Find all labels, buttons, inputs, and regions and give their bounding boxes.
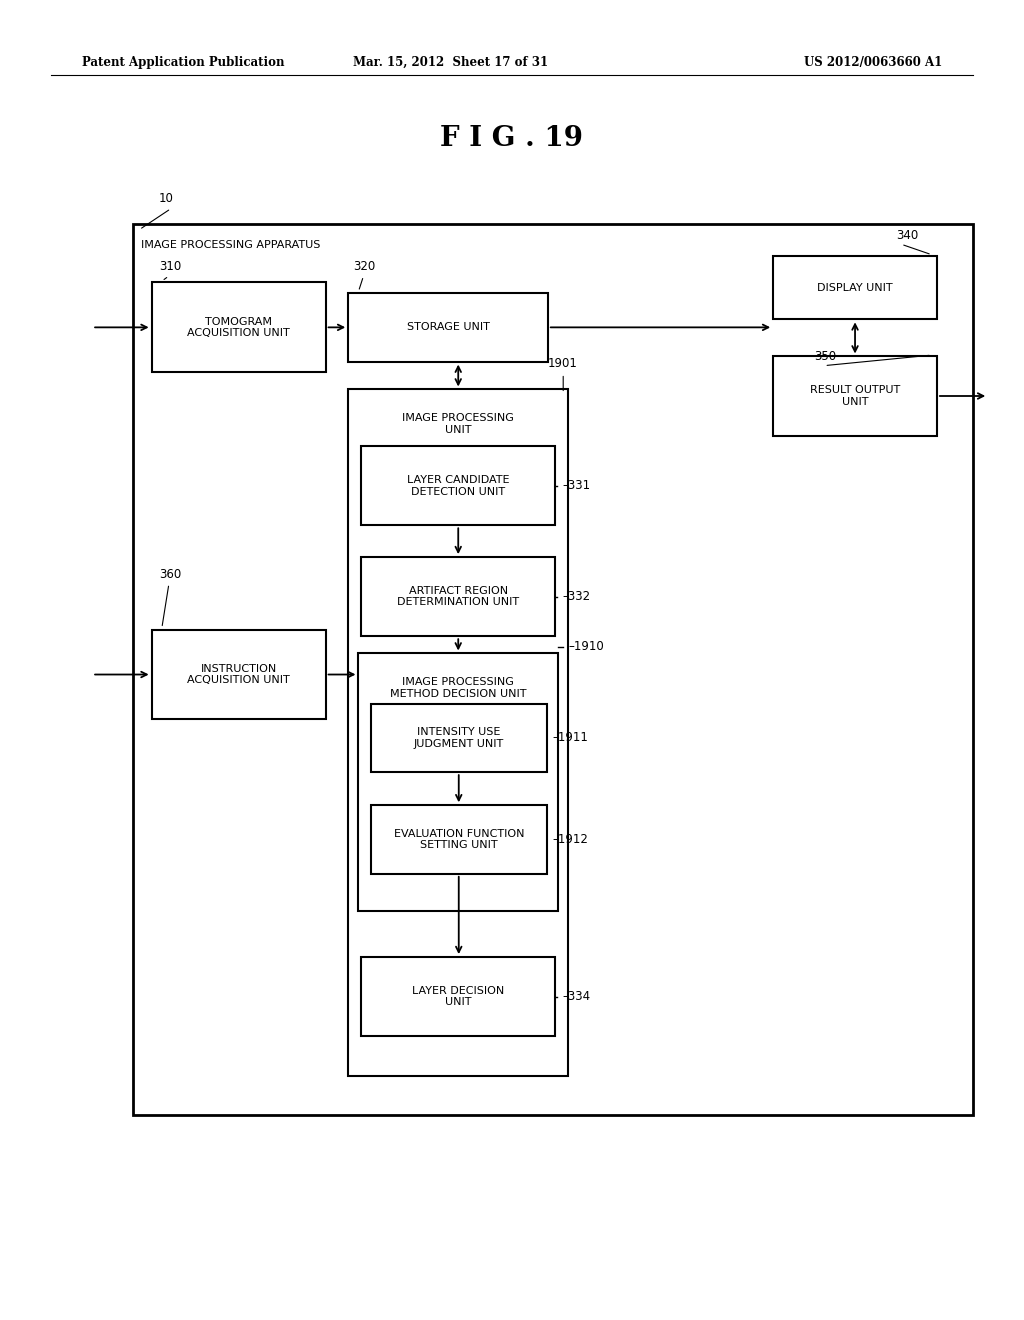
Text: INSTRUCTION
ACQUISITION UNIT: INSTRUCTION ACQUISITION UNIT [187, 664, 290, 685]
Text: 10: 10 [159, 191, 174, 205]
Bar [361, 446, 555, 525]
Text: LAYER CANDIDATE
DETECTION UNIT: LAYER CANDIDATE DETECTION UNIT [407, 475, 510, 496]
Bar [348, 389, 568, 1076]
Text: STORAGE UNIT: STORAGE UNIT [407, 322, 489, 333]
Bar [361, 557, 555, 636]
Bar [358, 653, 558, 911]
Text: LAYER DECISION
UNIT: LAYER DECISION UNIT [412, 986, 505, 1007]
Bar [152, 630, 326, 719]
Text: 320: 320 [353, 260, 376, 273]
Text: INTENSITY USE
JUDGMENT UNIT: INTENSITY USE JUDGMENT UNIT [414, 727, 504, 748]
Text: DISPLAY UNIT: DISPLAY UNIT [817, 282, 893, 293]
Text: IMAGE PROCESSING
METHOD DECISION UNIT: IMAGE PROCESSING METHOD DECISION UNIT [390, 677, 526, 698]
Text: 350: 350 [814, 350, 837, 363]
Bar [773, 356, 937, 436]
Text: IMAGE PROCESSING APPARATUS: IMAGE PROCESSING APPARATUS [141, 240, 321, 251]
Bar [152, 282, 326, 372]
Text: 310: 310 [159, 260, 181, 273]
Text: TOMOGRAM
ACQUISITION UNIT: TOMOGRAM ACQUISITION UNIT [187, 317, 290, 338]
Text: Mar. 15, 2012  Sheet 17 of 31: Mar. 15, 2012 Sheet 17 of 31 [353, 55, 548, 69]
Text: –334: –334 [562, 990, 590, 1003]
Text: –331: –331 [562, 479, 590, 492]
Text: –1910: –1910 [568, 640, 604, 653]
Bar [133, 224, 973, 1115]
Text: RESULT OUTPUT
UNIT: RESULT OUTPUT UNIT [810, 385, 900, 407]
Text: –1912: –1912 [552, 833, 588, 846]
Text: F I G . 19: F I G . 19 [440, 125, 584, 152]
Text: EVALUATION FUNCTION
SETTING UNIT: EVALUATION FUNCTION SETTING UNIT [393, 829, 524, 850]
Text: ARTIFACT REGION
DETERMINATION UNIT: ARTIFACT REGION DETERMINATION UNIT [397, 586, 519, 607]
Bar [773, 256, 937, 319]
Text: 340: 340 [896, 228, 919, 242]
Text: –1911: –1911 [552, 731, 588, 744]
Text: Patent Application Publication: Patent Application Publication [82, 55, 285, 69]
Text: IMAGE PROCESSING
UNIT: IMAGE PROCESSING UNIT [402, 413, 514, 434]
Text: 1901: 1901 [548, 356, 578, 370]
Bar [348, 293, 548, 362]
Text: US 2012/0063660 A1: US 2012/0063660 A1 [804, 55, 942, 69]
Bar [371, 704, 547, 772]
Bar [371, 805, 547, 874]
Text: –332: –332 [562, 590, 590, 603]
Text: 360: 360 [159, 568, 181, 581]
Bar [361, 957, 555, 1036]
